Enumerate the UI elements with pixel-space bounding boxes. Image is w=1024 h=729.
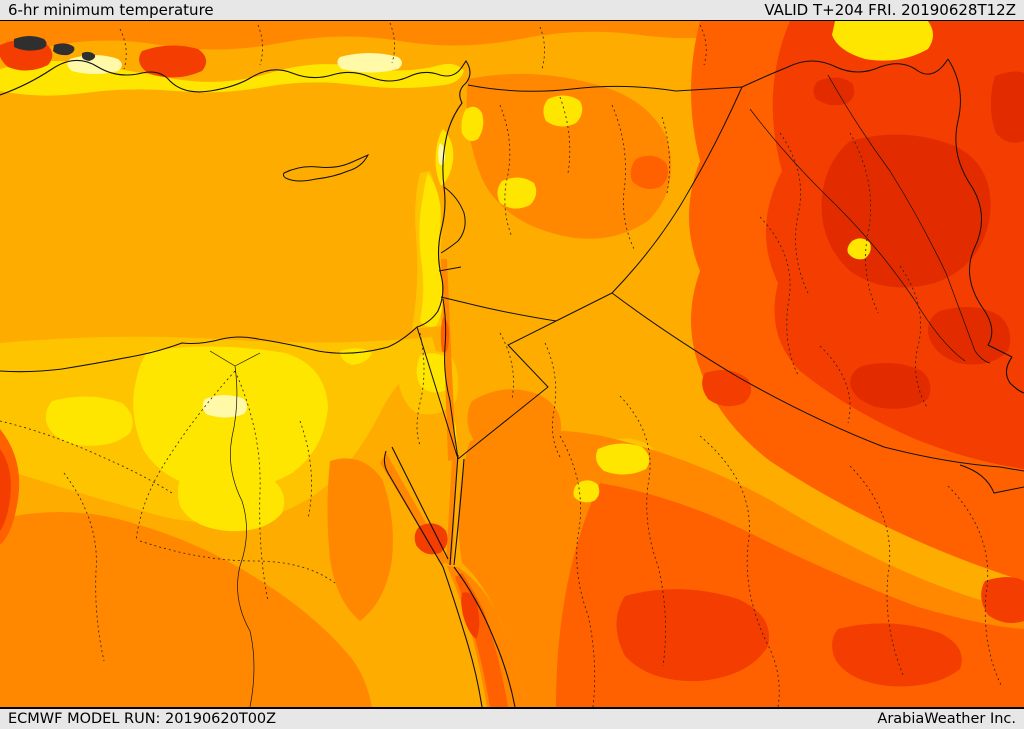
temperature-map-svg xyxy=(0,21,1024,707)
valid-time-label: VALID T+204 FRI. 20190628T12Z xyxy=(764,1,1016,19)
coastline xyxy=(0,59,1024,707)
temp-band-orange-red xyxy=(0,21,1024,707)
cyprus-island xyxy=(283,153,370,182)
map-header: 6-hr minimum temperature VALID T+204 FRI… xyxy=(0,0,1024,21)
temp-band-deep-red xyxy=(813,71,1024,409)
rivers xyxy=(209,74,991,707)
model-run-label: ECMWF MODEL RUN: 20190620T00Z xyxy=(8,711,277,727)
map-footer: ECMWF MODEL RUN: 20190620T00Z ArabiaWeat… xyxy=(0,707,1024,729)
admin-boundaries xyxy=(0,22,1002,707)
brand-label: ArabiaWeather Inc. xyxy=(877,711,1016,727)
temp-band-red xyxy=(0,21,1024,687)
map-title: 6-hr minimum temperature xyxy=(8,1,214,19)
country-borders xyxy=(416,58,1024,494)
turkey-lakes xyxy=(14,36,96,61)
map-canvas xyxy=(0,21,1024,707)
temp-band-dark-orange xyxy=(0,21,1024,707)
temp-band-yellow xyxy=(0,61,464,532)
